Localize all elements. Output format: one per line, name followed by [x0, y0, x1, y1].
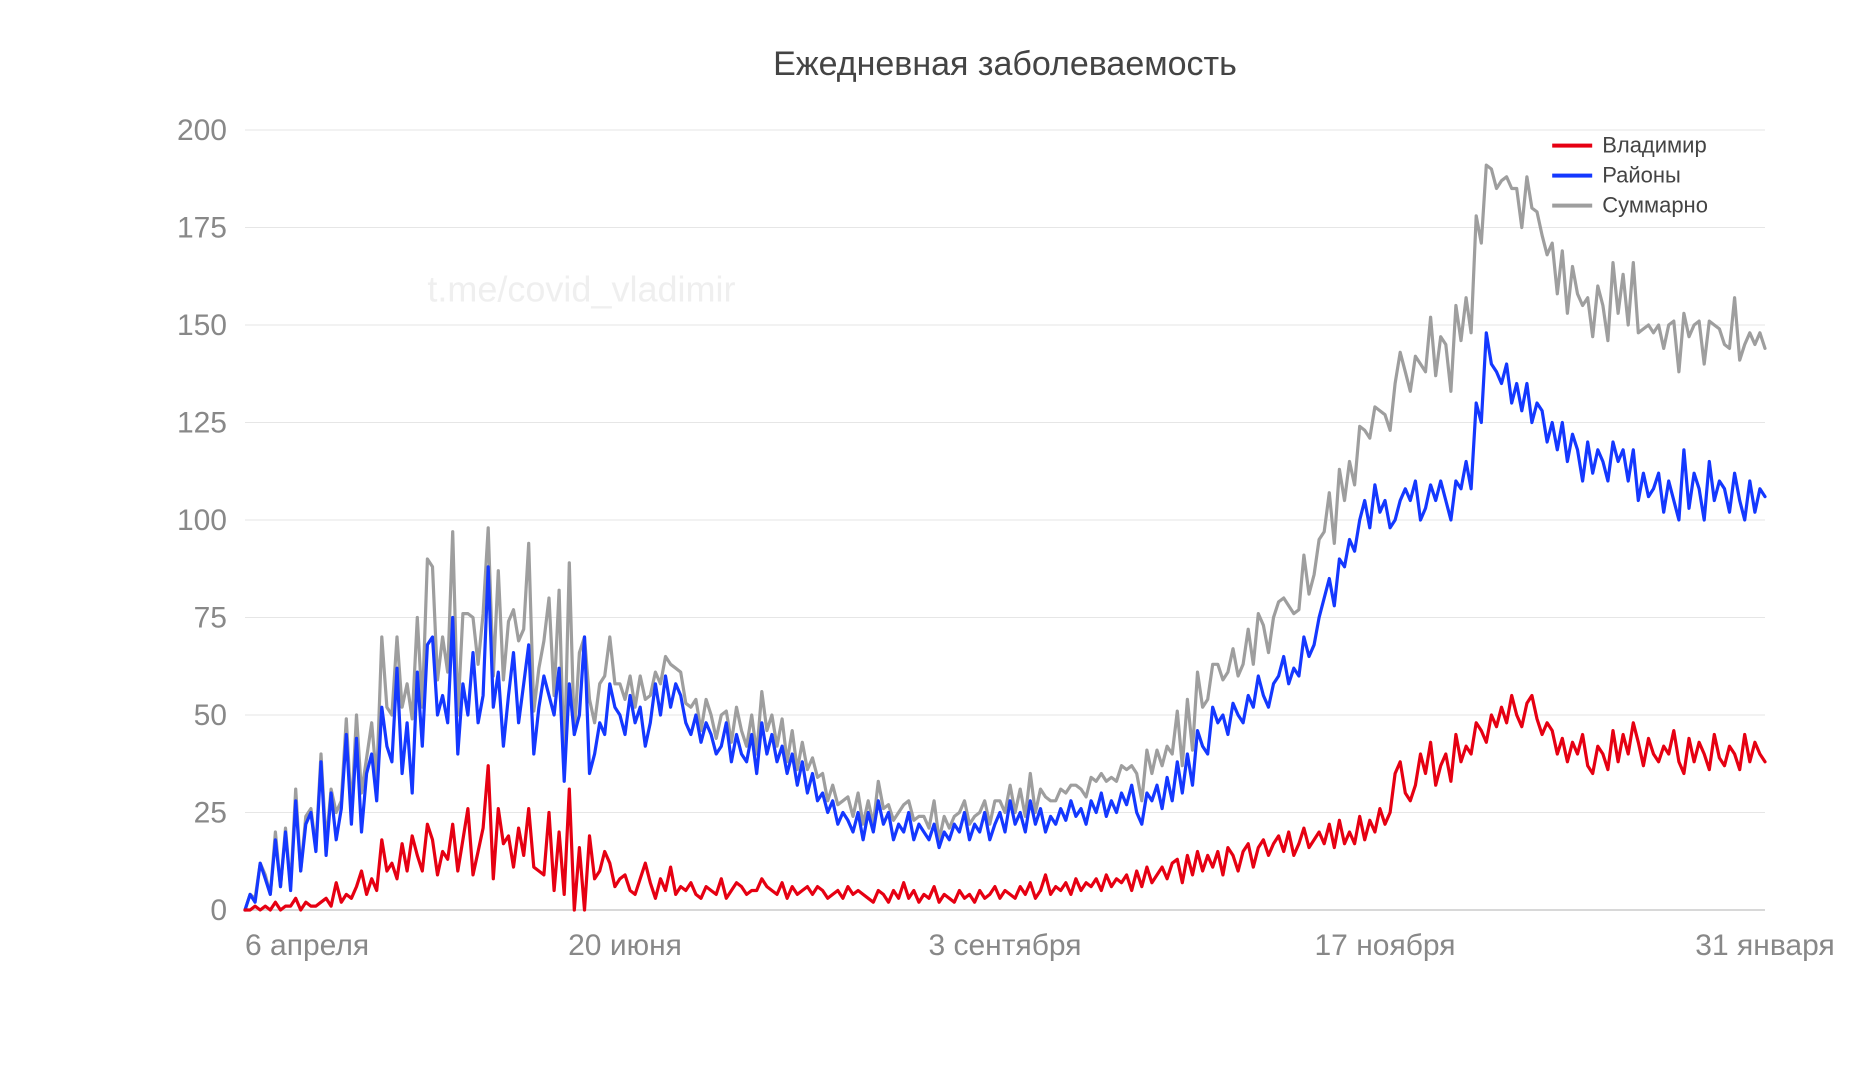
legend-label: Районы [1602, 163, 1681, 188]
x-tick-label: 31 января [1695, 929, 1834, 962]
legend-swatch [1552, 144, 1592, 148]
legend-label: Владимир [1602, 133, 1707, 158]
y-tick-label: 100 [177, 504, 227, 537]
legend-swatch [1552, 204, 1592, 208]
y-tick-label: 200 [177, 114, 227, 147]
chart-bg [0, 0, 1851, 1080]
x-tick-label: 3 сентября [928, 929, 1081, 962]
y-tick-label: 50 [194, 699, 227, 732]
y-tick-label: 175 [177, 212, 227, 245]
chart-container: t.me/covid_vladimir Ежедневная заболеваем… [0, 0, 1851, 1080]
watermark: t.me/covid_vladimir [427, 269, 735, 310]
y-tick-label: 0 [210, 894, 227, 927]
y-tick-label: 150 [177, 309, 227, 342]
y-tick-label: 75 [194, 602, 227, 635]
legend-swatch [1552, 174, 1592, 178]
x-tick-label: 6 апреля [245, 929, 369, 962]
y-tick-label: 25 [194, 797, 227, 830]
chart-title: Ежедневная заболеваемость [773, 45, 1237, 83]
x-tick-label: 20 июня [568, 929, 682, 962]
y-tick-label: 125 [177, 407, 227, 440]
legend-label: Суммарно [1602, 193, 1708, 218]
x-tick-label: 17 ноября [1315, 929, 1456, 962]
line-chart: t.me/covid_vladimir Ежедневная заболеваем… [0, 0, 1851, 1080]
